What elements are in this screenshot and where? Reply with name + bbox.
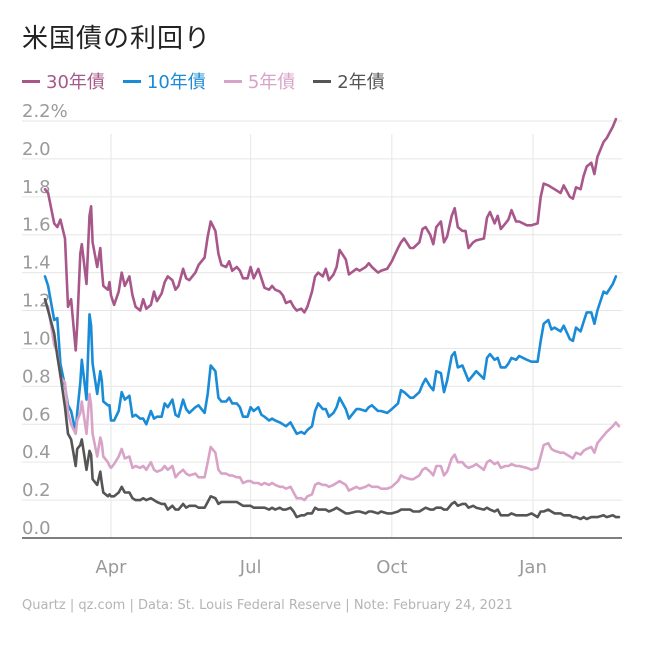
y-tick-label: 1.2 bbox=[22, 291, 51, 312]
legend-label: 30年債 bbox=[46, 72, 105, 93]
x-tick-label: Jul bbox=[239, 557, 262, 578]
legend-swatch bbox=[122, 79, 141, 83]
y-tick-label: 1.4 bbox=[22, 253, 51, 274]
legend-swatch bbox=[223, 79, 242, 83]
y-tick-label: 2.0 bbox=[22, 139, 51, 160]
source-footer: Quartz | qz.com | Data: St. Louis Federa… bbox=[22, 598, 513, 613]
y-tick-label: 0.6 bbox=[22, 404, 51, 425]
legend-item: 10年債 bbox=[122, 68, 206, 94]
x-tick-label: Oct bbox=[376, 557, 407, 578]
y-tick-label: 0.8 bbox=[22, 366, 51, 387]
line-chart: 0.0 0.2 0.4 0.6 0.8 1.0 1.2 1.4 1.6 1.8 2.0 2.2% Apr… bbox=[22, 101, 622, 578]
legend-label: 10年債 bbox=[146, 72, 206, 93]
x-tick-label: Jan bbox=[518, 557, 547, 578]
series-line-2 bbox=[43, 275, 618, 436]
y-tick-label: 1.0 bbox=[22, 328, 51, 349]
series-line-4 bbox=[43, 297, 621, 521]
y-tick-label: 1.6 bbox=[22, 215, 51, 236]
x-tick-label: Apr bbox=[95, 557, 127, 578]
y-tick-label: 1.8 bbox=[22, 177, 51, 198]
legend-item: 5年債 bbox=[223, 68, 296, 94]
chart-legend: 30年債 10年債 5年債 2年債 bbox=[22, 68, 385, 94]
legend-item: 30年債 bbox=[22, 68, 105, 94]
legend-item: 2年債 bbox=[313, 68, 385, 94]
series-line-1 bbox=[43, 117, 618, 352]
legend-swatch bbox=[22, 79, 40, 83]
y-tick-label: 0.2 bbox=[22, 480, 51, 501]
y-tick-label: 0.4 bbox=[22, 442, 51, 463]
page-title: 米国債の利回り bbox=[22, 24, 212, 54]
legend-swatch bbox=[313, 79, 332, 83]
y-tick-label: 2.2% bbox=[22, 101, 68, 122]
y-tick-label: 0.0 bbox=[22, 518, 51, 539]
legend-label: 2年債 bbox=[337, 72, 385, 93]
legend-label: 5年債 bbox=[247, 72, 296, 93]
series-line-3 bbox=[43, 301, 621, 502]
